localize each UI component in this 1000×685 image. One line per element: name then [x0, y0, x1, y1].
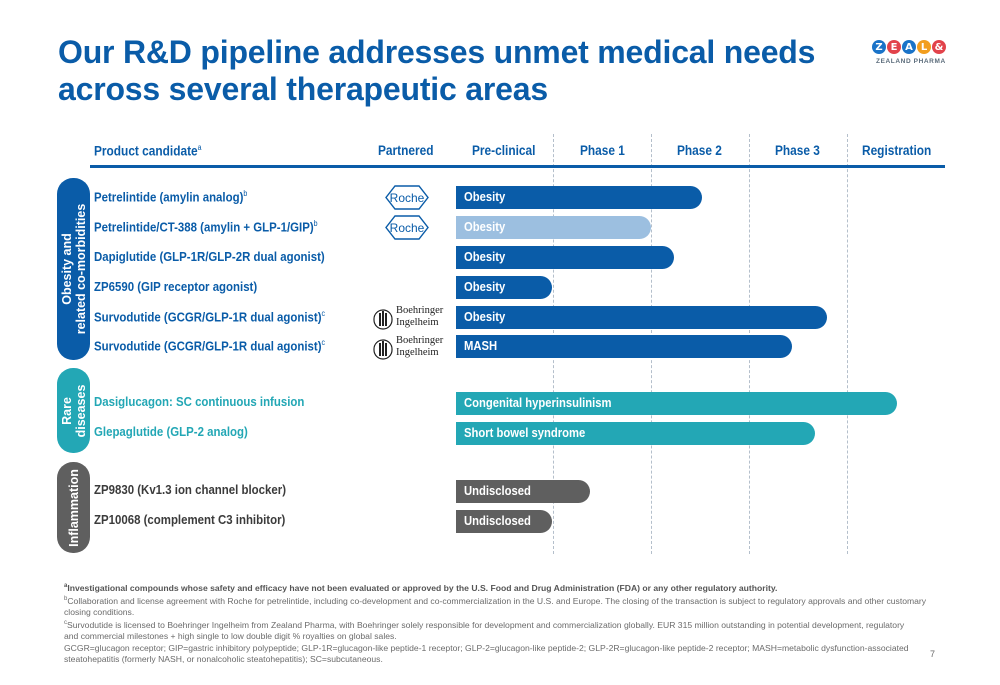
progress-bar: Undisclosed: [456, 480, 590, 503]
header-phase3: Phase 3: [775, 143, 820, 158]
footnote-abbreviations: GCGR=glucagon receptor; GIP=gastric inhi…: [64, 643, 909, 665]
group-obesity: Obesity and related co-morbidities: [57, 178, 90, 360]
product-name: ZP9830 (Kv1.3 ion channel blocker): [94, 482, 287, 497]
header-partnered: Partnered: [378, 143, 434, 158]
product-name: ZP6590 (GIP receptor agonist): [94, 279, 258, 294]
progress-bar: Obesity: [456, 306, 827, 329]
logo-subtitle: ZEALAND PHARMA: [876, 58, 946, 65]
logo-letter: E: [887, 40, 901, 54]
header-product-candidate: Product candidatea: [94, 143, 202, 159]
bi-name-line2: Ingelheim: [396, 317, 439, 328]
product-name: Glepaglutide (GLP-2 analog): [94, 424, 248, 439]
progress-bar: Obesity: [456, 186, 702, 209]
product-name: Petrelintide/CT-388 (amylin + GLP-1/GIP)…: [94, 219, 318, 235]
progress-bar: Obesity: [456, 276, 552, 299]
progress-bar: Short bowel syndrome: [456, 422, 815, 445]
progress-bar: Obesity: [456, 216, 651, 239]
logo-letter: Z: [872, 40, 886, 54]
header-preclinical: Pre-clinical: [472, 143, 536, 158]
roche-logo: Roche: [385, 185, 429, 210]
product-name: Survodutide (GCGR/GLP-1R dual agonist)c: [94, 338, 326, 354]
boehringer-ingelheim-logo: Boehringer Ingelheim: [373, 305, 443, 332]
boehringer-ingelheim-logo: Boehringer Ingelheim: [373, 335, 443, 362]
header-phase1: Phase 1: [580, 143, 625, 158]
progress-bar: Congenital hyperinsulinism: [456, 392, 897, 415]
product-name: Survodutide (GCGR/GLP-1R dual agonist)c: [94, 309, 326, 325]
bi-name-line2: Ingelheim: [396, 347, 439, 358]
logo-letter: L: [917, 40, 931, 54]
progress-bar: MASH: [456, 335, 792, 358]
page-number: 7: [930, 649, 936, 659]
zealand-logo: Z E A L & ZEALAND PHARMA: [872, 40, 952, 76]
bi-emblem-icon: [373, 309, 393, 330]
logo-letter: A: [902, 40, 916, 54]
group-label: Inflammation: [66, 468, 81, 547]
header-phase2: Phase 2: [677, 143, 722, 158]
progress-bar: Obesity: [456, 246, 674, 269]
bi-emblem-icon: [373, 339, 393, 360]
footnote-b: bCollaboration and license agreement wit…: [64, 595, 927, 618]
bi-name-line1: Boehringer: [396, 335, 444, 346]
phase-divider: [847, 134, 848, 554]
product-name: Dapiglutide (GLP-1R/GLP-2R dual agonist): [94, 249, 325, 264]
svg-text:Roche: Roche: [390, 221, 425, 235]
group-inflammation: Inflammation: [57, 462, 90, 553]
group-rare-diseases: Rare diseases: [57, 368, 90, 453]
logo-letter: &: [932, 40, 946, 54]
product-name: ZP10068 (complement C3 inhibitor): [94, 512, 286, 527]
header-rule: [90, 165, 945, 168]
group-label: Obesity and related co-morbidities: [59, 203, 88, 335]
group-label: Rare diseases: [59, 384, 88, 437]
roche-logo: Roche: [385, 215, 429, 240]
footnote-c: cSurvodutide is licensed to Boehringer I…: [64, 619, 905, 642]
header-registration: Registration: [862, 143, 932, 158]
product-name: Petrelintide (amylin analog)b: [94, 189, 248, 205]
page-title: Our R&D pipeline addresses unmet medical…: [58, 34, 816, 107]
progress-bar: Undisclosed: [456, 510, 552, 533]
svg-text:Roche: Roche: [390, 191, 425, 205]
product-name: Dasiglucagon: SC continuous infusion: [94, 394, 305, 409]
footnote-a: aInvestigational compounds whose safety …: [64, 582, 778, 593]
bi-name-line1: Boehringer: [396, 305, 444, 316]
